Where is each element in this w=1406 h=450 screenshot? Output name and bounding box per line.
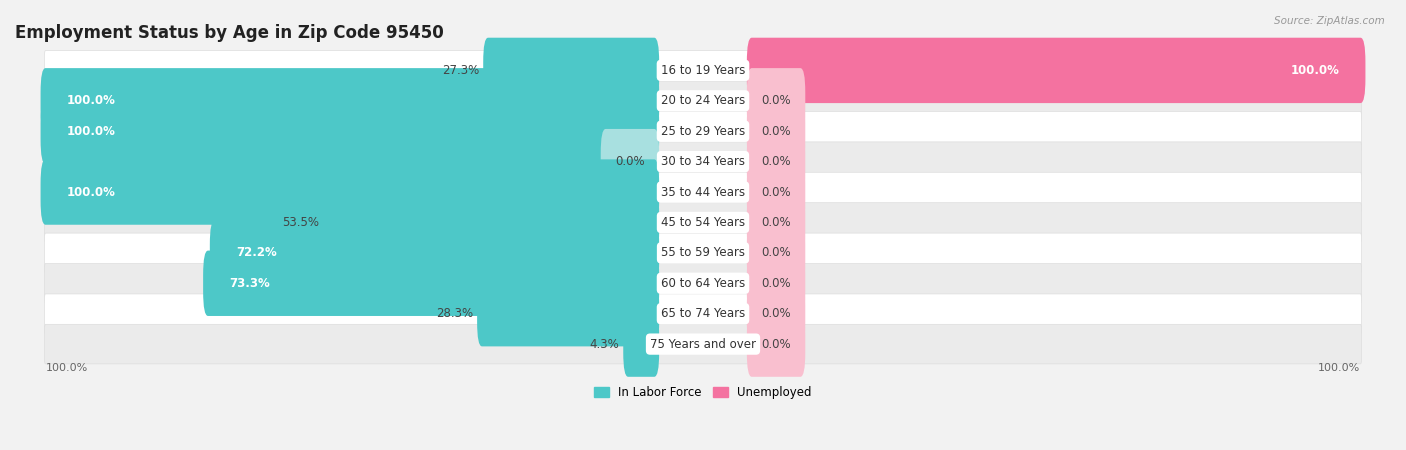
FancyBboxPatch shape bbox=[747, 99, 806, 164]
Text: 72.2%: 72.2% bbox=[236, 246, 277, 259]
Text: 27.3%: 27.3% bbox=[441, 64, 479, 77]
Text: 25 to 29 Years: 25 to 29 Years bbox=[661, 125, 745, 138]
FancyBboxPatch shape bbox=[623, 311, 659, 377]
Text: 100.0%: 100.0% bbox=[45, 363, 87, 373]
FancyBboxPatch shape bbox=[747, 68, 806, 134]
FancyBboxPatch shape bbox=[209, 220, 659, 286]
Text: 0.0%: 0.0% bbox=[761, 125, 790, 138]
Text: Employment Status by Age in Zip Code 95450: Employment Status by Age in Zip Code 954… bbox=[15, 24, 444, 42]
Text: 75 Years and over: 75 Years and over bbox=[650, 338, 756, 351]
Text: 100.0%: 100.0% bbox=[66, 94, 115, 107]
FancyBboxPatch shape bbox=[477, 281, 659, 346]
Text: 28.3%: 28.3% bbox=[436, 307, 472, 320]
FancyBboxPatch shape bbox=[45, 51, 1361, 90]
Text: 0.0%: 0.0% bbox=[761, 185, 790, 198]
Text: 53.5%: 53.5% bbox=[283, 216, 319, 229]
Text: 0.0%: 0.0% bbox=[761, 338, 790, 351]
FancyBboxPatch shape bbox=[747, 38, 1365, 103]
Text: 55 to 59 Years: 55 to 59 Years bbox=[661, 246, 745, 259]
Legend: In Labor Force, Unemployed: In Labor Force, Unemployed bbox=[589, 381, 817, 404]
Text: 0.0%: 0.0% bbox=[761, 307, 790, 320]
Text: 35 to 44 Years: 35 to 44 Years bbox=[661, 185, 745, 198]
Text: 0.0%: 0.0% bbox=[761, 246, 790, 259]
Text: Source: ZipAtlas.com: Source: ZipAtlas.com bbox=[1274, 16, 1385, 26]
FancyBboxPatch shape bbox=[45, 172, 1361, 212]
FancyBboxPatch shape bbox=[45, 294, 1361, 333]
FancyBboxPatch shape bbox=[45, 81, 1361, 121]
Text: 100.0%: 100.0% bbox=[1291, 64, 1340, 77]
Text: 4.3%: 4.3% bbox=[589, 338, 619, 351]
FancyBboxPatch shape bbox=[45, 264, 1361, 303]
Text: 100.0%: 100.0% bbox=[66, 125, 115, 138]
Text: 60 to 64 Years: 60 to 64 Years bbox=[661, 277, 745, 290]
FancyBboxPatch shape bbox=[747, 251, 806, 316]
Text: 0.0%: 0.0% bbox=[761, 277, 790, 290]
FancyBboxPatch shape bbox=[45, 142, 1361, 181]
Text: 16 to 19 Years: 16 to 19 Years bbox=[661, 64, 745, 77]
FancyBboxPatch shape bbox=[41, 99, 659, 164]
Text: 0.0%: 0.0% bbox=[761, 216, 790, 229]
FancyBboxPatch shape bbox=[747, 190, 806, 255]
FancyBboxPatch shape bbox=[747, 281, 806, 346]
FancyBboxPatch shape bbox=[323, 190, 659, 255]
Text: 0.0%: 0.0% bbox=[761, 155, 790, 168]
Text: 30 to 34 Years: 30 to 34 Years bbox=[661, 155, 745, 168]
Text: 0.0%: 0.0% bbox=[616, 155, 645, 168]
Text: 100.0%: 100.0% bbox=[1319, 363, 1361, 373]
FancyBboxPatch shape bbox=[41, 159, 659, 225]
FancyBboxPatch shape bbox=[41, 68, 659, 134]
FancyBboxPatch shape bbox=[45, 233, 1361, 273]
FancyBboxPatch shape bbox=[747, 129, 806, 194]
Text: 0.0%: 0.0% bbox=[761, 94, 790, 107]
FancyBboxPatch shape bbox=[747, 311, 806, 377]
Text: 73.3%: 73.3% bbox=[229, 277, 270, 290]
FancyBboxPatch shape bbox=[600, 129, 659, 194]
FancyBboxPatch shape bbox=[45, 324, 1361, 364]
FancyBboxPatch shape bbox=[45, 202, 1361, 242]
Text: 45 to 54 Years: 45 to 54 Years bbox=[661, 216, 745, 229]
FancyBboxPatch shape bbox=[747, 159, 806, 225]
FancyBboxPatch shape bbox=[45, 112, 1361, 151]
FancyBboxPatch shape bbox=[484, 38, 659, 103]
Text: 100.0%: 100.0% bbox=[66, 185, 115, 198]
FancyBboxPatch shape bbox=[747, 220, 806, 286]
Text: 20 to 24 Years: 20 to 24 Years bbox=[661, 94, 745, 107]
Text: 65 to 74 Years: 65 to 74 Years bbox=[661, 307, 745, 320]
FancyBboxPatch shape bbox=[202, 251, 659, 316]
